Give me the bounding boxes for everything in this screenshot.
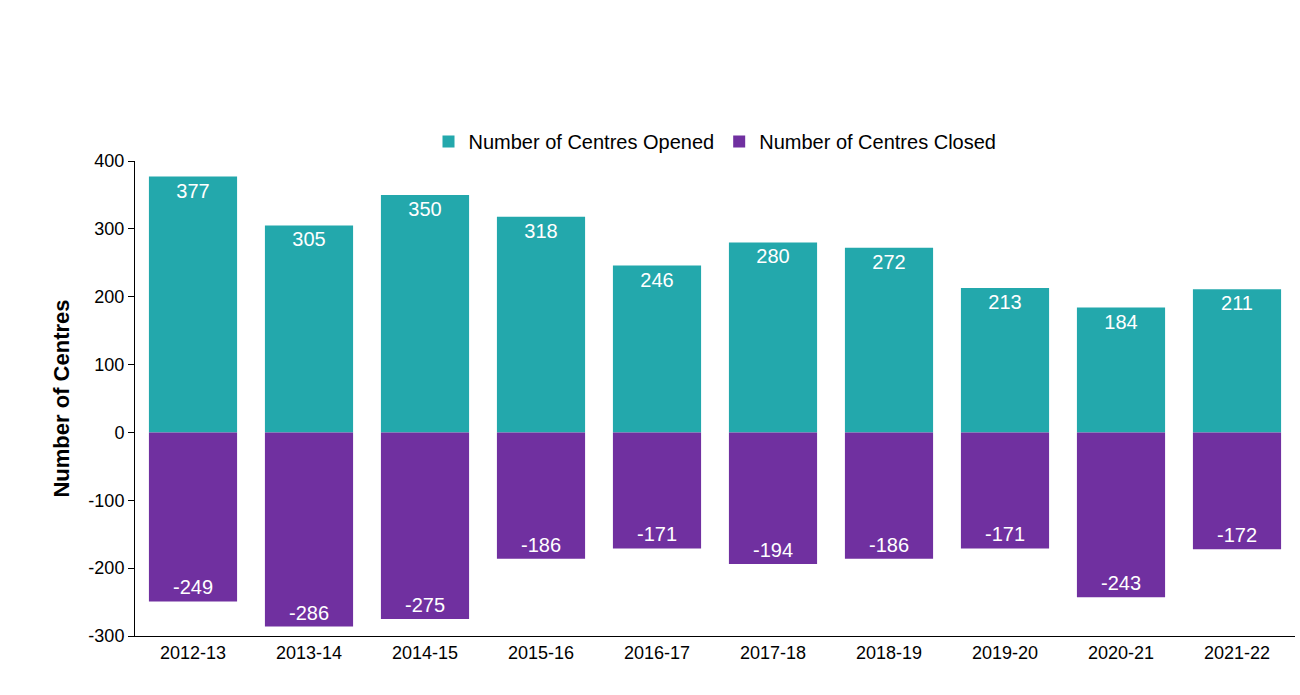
svg-text:213: 213	[988, 291, 1021, 313]
svg-text:-171: -171	[637, 523, 677, 545]
svg-text:-194: -194	[753, 539, 793, 561]
svg-text:318: 318	[524, 220, 557, 242]
svg-text:-300: -300	[88, 626, 124, 646]
svg-text:-172: -172	[1217, 524, 1257, 546]
svg-text:200: 200	[94, 287, 124, 307]
svg-text:-249: -249	[173, 576, 213, 598]
svg-text:2014-15: 2014-15	[392, 643, 458, 663]
svg-text:2019-20: 2019-20	[972, 643, 1038, 663]
svg-text:Number of Centres Closed: Number of Centres Closed	[759, 131, 996, 153]
svg-text:272: 272	[872, 251, 905, 273]
svg-text:-171: -171	[985, 523, 1025, 545]
svg-text:2012-13: 2012-13	[160, 643, 226, 663]
svg-text:280: 280	[756, 245, 789, 267]
svg-text:2020-21: 2020-21	[1088, 643, 1154, 663]
svg-text:377: 377	[176, 180, 209, 202]
svg-text:211: 211	[1221, 292, 1253, 314]
svg-text:2017-18: 2017-18	[740, 643, 806, 663]
svg-text:2018-19: 2018-19	[856, 643, 922, 663]
svg-text:2016-17: 2016-17	[624, 643, 690, 663]
svg-text:-100: -100	[88, 491, 124, 511]
svg-text:-186: -186	[521, 534, 561, 556]
svg-text:2021-22: 2021-22	[1204, 643, 1270, 663]
svg-text:-186: -186	[869, 534, 909, 556]
svg-text:Number of Centres: Number of Centres	[49, 299, 74, 497]
svg-text:Number of Centres Opened: Number of Centres Opened	[469, 131, 715, 153]
svg-text:400: 400	[94, 151, 124, 171]
svg-text:2015-16: 2015-16	[508, 643, 574, 663]
svg-text:184: 184	[1104, 311, 1137, 333]
svg-text:350: 350	[408, 198, 441, 220]
svg-text:300: 300	[94, 219, 124, 239]
svg-text:246: 246	[640, 269, 673, 291]
svg-text:-275: -275	[405, 594, 445, 616]
svg-text:305: 305	[292, 228, 325, 250]
svg-text:2013-14: 2013-14	[276, 643, 342, 663]
svg-text:100: 100	[94, 355, 124, 375]
svg-text:-243: -243	[1101, 572, 1141, 594]
svg-text:-200: -200	[88, 558, 124, 578]
svg-text:-286: -286	[289, 602, 329, 624]
svg-text:0: 0	[114, 423, 124, 443]
